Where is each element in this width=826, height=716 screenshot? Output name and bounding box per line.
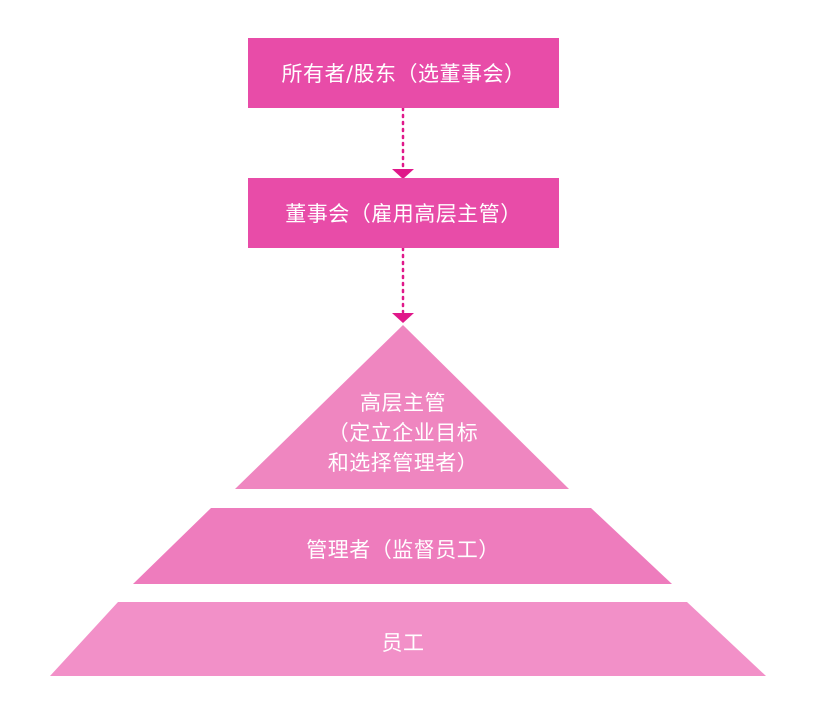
board-label: 董事会（雇用高层主管）	[285, 202, 522, 226]
top-management-desc-line2: 和选择管理者）	[327, 451, 479, 475]
top-management-title: 高层主管	[360, 391, 446, 415]
arrowhead-owners-to-board	[392, 169, 414, 179]
pyramid-tier-top	[235, 325, 569, 489]
managers-label: 管理者（监督员工）	[306, 538, 500, 562]
pyramid-tier-bottom	[50, 602, 766, 676]
arrowhead-board-to-top	[392, 313, 414, 323]
pyramid-tier-middle	[133, 508, 672, 584]
employees-label: 员工	[381, 631, 425, 655]
top-management-label: 高层主管 （定立企业目标 和选择管理者）	[280, 388, 526, 478]
owners-box: 所有者/股东（选董事会）	[248, 38, 559, 108]
top-management-desc-line1: （定立企业目标	[327, 421, 479, 445]
owners-label: 所有者/股东（选董事会）	[281, 62, 526, 86]
board-box: 董事会（雇用高层主管）	[248, 178, 559, 248]
